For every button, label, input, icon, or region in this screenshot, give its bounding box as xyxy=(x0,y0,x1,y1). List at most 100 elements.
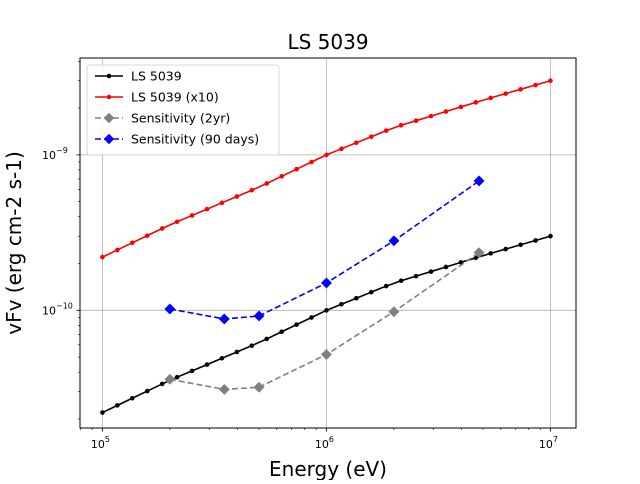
series-point-1 xyxy=(174,219,180,225)
legend-marker-0 xyxy=(106,73,112,79)
series-point-1 xyxy=(309,159,314,165)
series-point-0 xyxy=(383,283,389,289)
series-point-0 xyxy=(443,264,449,270)
x-tick-exponent: 7 xyxy=(553,435,558,444)
series-marker-2 xyxy=(253,381,265,393)
series-point-1 xyxy=(383,128,389,133)
series-line-2 xyxy=(169,251,480,391)
x-tick-label: 107 xyxy=(539,435,558,451)
series-point-0 xyxy=(354,295,359,301)
plot-series xyxy=(100,78,553,415)
series-point-1 xyxy=(204,206,210,212)
series-point-1 xyxy=(189,213,195,218)
series-point-0 xyxy=(503,246,508,252)
series-point-1 xyxy=(548,78,553,84)
y-tick-exponent: −9 xyxy=(56,146,68,155)
series-point-1 xyxy=(294,166,299,172)
series-point-1 xyxy=(368,134,374,139)
x-tick-exponent: 6 xyxy=(329,435,334,444)
series-point-1 xyxy=(413,118,419,124)
series-point-0 xyxy=(144,388,150,394)
series-point-0 xyxy=(339,301,344,307)
series-marker-2 xyxy=(473,247,485,259)
series-marker-3 xyxy=(320,277,333,289)
series-line-3 xyxy=(169,180,480,320)
series-point-0 xyxy=(159,381,165,387)
series-marker-2 xyxy=(320,348,333,361)
series-point-0 xyxy=(533,238,538,243)
series-point-0 xyxy=(294,322,299,327)
legend-label-2: Sensitivity (2yr) xyxy=(131,111,230,126)
series-point-0 xyxy=(204,362,210,367)
series-point-0 xyxy=(548,233,553,239)
legend: LS 5039 LS 5039 (x10) Sensitivity (2yr) Sen… xyxy=(86,64,280,156)
series-point-0 xyxy=(249,343,255,348)
y-tick-exponent: −10 xyxy=(56,301,73,310)
series-marker-3 xyxy=(388,235,400,247)
series-point-0 xyxy=(518,242,523,248)
series-point-1 xyxy=(518,87,523,92)
series-point-0 xyxy=(488,251,494,256)
series-point-0 xyxy=(115,403,120,408)
x-tick-exponent: 5 xyxy=(105,435,110,444)
series-point-1 xyxy=(279,174,284,179)
legend-marker-3 xyxy=(103,133,115,145)
series-point-1 xyxy=(324,152,329,158)
series-point-1 xyxy=(100,254,105,260)
y-tick-label: 10−10 xyxy=(42,301,73,317)
series-marker-2 xyxy=(164,373,176,385)
series-point-0 xyxy=(219,355,225,361)
series-point-1 xyxy=(249,187,255,193)
x-axis-label: Energy (eV) xyxy=(269,457,387,480)
series-point-1 xyxy=(130,240,135,246)
series-point-1 xyxy=(428,113,434,119)
legend-label-3: Sensitivity (90 days) xyxy=(131,132,259,147)
series-point-0 xyxy=(324,308,329,313)
series-point-1 xyxy=(473,100,479,105)
series-point-1 xyxy=(264,181,270,186)
legend-marker-1 xyxy=(106,94,112,100)
y-axis-label: vFv (erg cm-2 s-1) xyxy=(2,151,26,335)
series-marker-2 xyxy=(218,383,230,395)
series-point-0 xyxy=(264,336,270,342)
chart-title: LS 5039 xyxy=(287,30,368,54)
series-point-0 xyxy=(413,273,419,279)
legend-box xyxy=(86,64,280,156)
series-marker-3 xyxy=(473,175,485,187)
series-point-1 xyxy=(339,146,344,152)
series-point-1 xyxy=(458,104,464,110)
series-point-0 xyxy=(428,269,434,274)
series-point-0 xyxy=(309,315,314,320)
series-marker-3 xyxy=(164,303,176,315)
series-point-1 xyxy=(159,226,165,231)
series-marker-3 xyxy=(218,313,230,325)
series-point-1 xyxy=(115,247,120,253)
series-point-1 xyxy=(354,140,359,146)
series-point-0 xyxy=(234,349,240,355)
series-point-0 xyxy=(368,289,374,295)
series-point-1 xyxy=(219,200,225,206)
series-point-0 xyxy=(130,395,135,401)
series-point-1 xyxy=(234,194,240,199)
series-point-0 xyxy=(398,278,404,284)
series-point-0 xyxy=(189,368,195,374)
plot-frame xyxy=(79,57,577,429)
series-point-1 xyxy=(533,82,538,88)
legend-label-1: LS 5039 (x10) xyxy=(131,90,219,105)
series-point-0 xyxy=(174,374,180,380)
x-tick-label: 106 xyxy=(315,435,334,451)
series-point-0 xyxy=(279,329,284,335)
x-tick-label: 105 xyxy=(91,435,110,451)
series-marker-2 xyxy=(388,306,400,318)
series-marker-3 xyxy=(253,310,265,322)
series-point-1 xyxy=(503,91,508,96)
series-point-1 xyxy=(488,95,494,101)
series-point-1 xyxy=(443,109,449,114)
series-point-0 xyxy=(100,410,105,415)
series-point-1 xyxy=(144,233,150,238)
series-point-1 xyxy=(398,122,404,128)
legend-marker-2 xyxy=(103,112,115,124)
legend-label-0: LS 5039 xyxy=(131,69,182,84)
